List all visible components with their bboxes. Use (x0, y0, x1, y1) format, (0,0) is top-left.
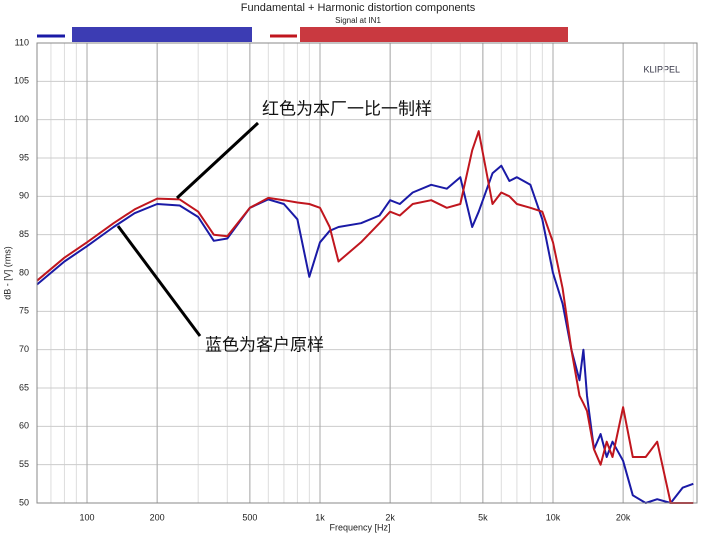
x-tick-label: 5k (478, 512, 488, 522)
y-tick-label: 95 (19, 152, 29, 162)
x-axis-label: Frequency [Hz] (329, 522, 390, 532)
brand: KLIPPEL (643, 64, 680, 74)
annotation-arrow (175, 121, 260, 200)
y-tick-label: 80 (19, 267, 29, 277)
x-tick-label: 2k (385, 512, 395, 522)
x-tick-label: 200 (150, 512, 165, 522)
y-tick-label: 70 (19, 344, 29, 354)
plot (36, 130, 694, 504)
y-tick-label: 65 (19, 382, 29, 392)
y-tick-label: 90 (19, 191, 29, 201)
x-tick-label: 500 (242, 512, 257, 522)
y-tick-label: 50 (19, 497, 29, 507)
y-tick-label: 100 (14, 114, 29, 124)
y-tick-label: 85 (19, 229, 29, 239)
y-tick-label: 60 (19, 421, 29, 431)
x-tick-label: 10k (546, 512, 561, 522)
x-tick-label: 20k (616, 512, 631, 522)
y-tick-label: 110 (15, 37, 29, 47)
legend-bar (300, 27, 568, 42)
y-axis-label: dB - [V] (rms) (2, 246, 12, 300)
chart-title: Fundamental + Harmonic distortion compon… (241, 2, 476, 14)
annotation: 红色为本厂一比一制样 (262, 99, 432, 118)
series-line (36, 130, 694, 504)
y-tick-label: 75 (19, 306, 29, 316)
annotation: 蓝色为客户原样 (205, 335, 324, 354)
x-tick-label: 1k (315, 512, 325, 522)
y-tick-label: 55 (19, 459, 29, 469)
legend-bar (72, 27, 252, 42)
x-tick-label: 100 (80, 512, 95, 522)
y-tick-label: 105 (14, 76, 29, 86)
annotation-arrow (116, 225, 202, 337)
chart-subtitle: Signal at IN1 (335, 16, 381, 25)
plot-frame (36, 42, 698, 504)
